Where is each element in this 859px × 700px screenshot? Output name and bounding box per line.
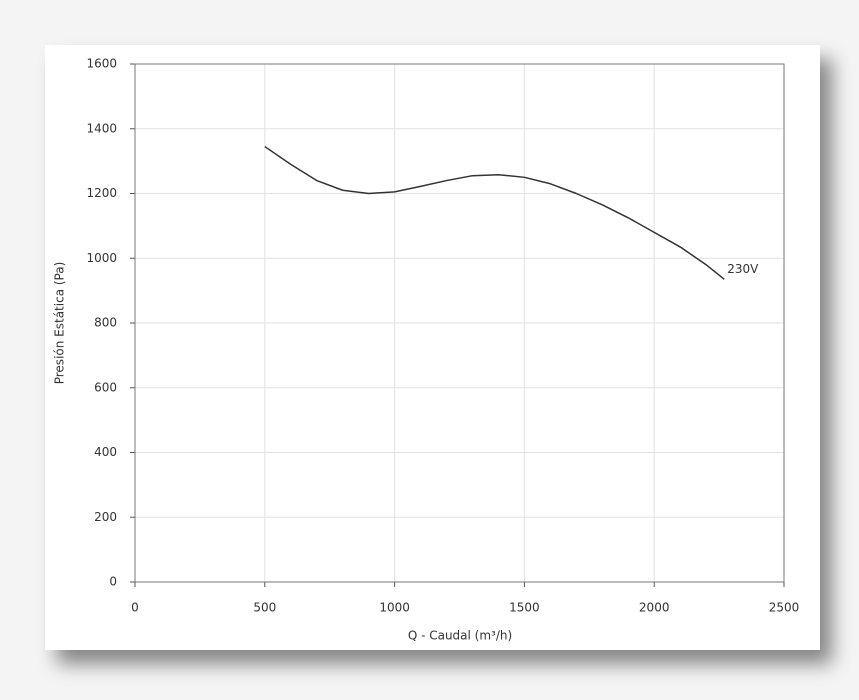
y-axis-label: Presión Estática (Pa)	[53, 262, 67, 385]
x-tick-label: 1500	[509, 601, 540, 615]
y-tick-label: 200	[94, 510, 117, 524]
y-tick-label: 1000	[86, 251, 117, 265]
x-tick-label: 500	[253, 601, 276, 615]
x-tick-label: 0	[131, 601, 139, 615]
y-tick-label: 1200	[86, 186, 117, 200]
y-tick-label: 1400	[86, 121, 117, 135]
y-tick-label: 800	[94, 316, 117, 330]
y-tick-label: 400	[94, 445, 117, 459]
y-tick-label: 600	[94, 380, 117, 394]
line-series	[264, 145, 725, 280]
x-tick-label: 2000	[639, 601, 670, 615]
x-tick-label: 2500	[769, 601, 800, 615]
y-tick-label: 0	[109, 575, 117, 589]
series-label: 230V	[727, 262, 759, 276]
chart-panel	[45, 45, 820, 650]
plot-frame	[134, 63, 785, 583]
x-axis-label: Q - Caudal (m³/h)	[408, 629, 512, 643]
x-tick-label: 1000	[379, 601, 410, 615]
y-tick-label: 1600	[86, 57, 117, 71]
